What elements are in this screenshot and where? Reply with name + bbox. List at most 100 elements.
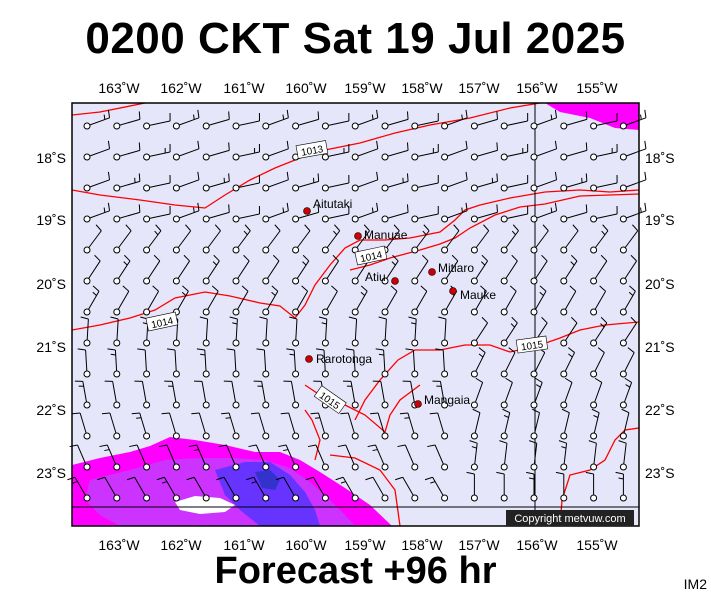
- station-circle: [560, 401, 568, 409]
- wind-barb: [619, 408, 630, 440]
- station-circle: [411, 308, 419, 316]
- station-circle: [292, 494, 300, 502]
- station-circle: [590, 122, 598, 130]
- wind-barb: [143, 144, 171, 161]
- station-circle: [351, 215, 359, 223]
- station-circle: [441, 215, 449, 223]
- wind-barb: [530, 224, 549, 254]
- station-circle: [172, 463, 180, 471]
- wind-barb: [113, 173, 141, 192]
- wind-barb: [381, 204, 409, 223]
- wind-barb: [262, 285, 279, 316]
- wind-barb: [107, 348, 121, 378]
- wind-barb: [83, 285, 100, 316]
- station-circle: [172, 494, 180, 502]
- station-circle: [411, 184, 419, 192]
- place-dot: [354, 232, 362, 240]
- wind-barb: [104, 380, 121, 409]
- place-label: Mauke: [460, 288, 496, 302]
- station-circle: [172, 184, 180, 192]
- isobar-1013: [72, 103, 541, 209]
- station-circle: [500, 401, 508, 409]
- station-circle: [441, 494, 449, 502]
- wind-barb: [441, 254, 459, 285]
- place-dot: [391, 277, 399, 285]
- wind-barb: [427, 444, 449, 471]
- wind-barb: [337, 444, 359, 471]
- station-circle: [143, 153, 151, 161]
- lat-tick-right: 19˚S: [645, 212, 675, 228]
- station-circle: [560, 122, 568, 130]
- place-label: Mitiaro: [438, 261, 474, 275]
- wind-barb: [226, 348, 240, 378]
- station-circle: [292, 246, 300, 254]
- wind-barb: [191, 412, 210, 440]
- wind-barb: [99, 444, 121, 471]
- wind-barb: [500, 224, 519, 254]
- station-circle: [411, 463, 419, 471]
- svg-text:1015: 1015: [520, 339, 544, 353]
- isobar-label: 1013: [295, 140, 329, 159]
- wind-barb: [67, 476, 91, 502]
- station-circle: [470, 277, 478, 285]
- station-circle: [172, 432, 180, 440]
- station-circle: [441, 184, 449, 192]
- wind-barb: [530, 109, 558, 130]
- wind-barb: [129, 444, 151, 471]
- station-circle: [560, 463, 568, 471]
- station-circle: [590, 463, 598, 471]
- station-circle: [321, 122, 329, 130]
- isobar-label: 1014: [354, 245, 388, 266]
- wind-barb: [500, 347, 516, 378]
- rain-area-south-max: [255, 470, 280, 490]
- svg-text:1014: 1014: [359, 250, 383, 265]
- wind-barb: [69, 444, 91, 471]
- wind-barb: [365, 476, 389, 502]
- station-circle: [441, 122, 449, 130]
- lon-tick-bottom: 156˚W: [516, 537, 558, 553]
- wind-barb: [560, 316, 578, 347]
- station-circle: [113, 184, 121, 192]
- station-circle: [292, 401, 300, 409]
- station-circle: [470, 246, 478, 254]
- wind-barb: [619, 140, 647, 161]
- wind-barb: [143, 224, 162, 254]
- station-circle: [113, 246, 121, 254]
- wind-barb: [441, 285, 458, 316]
- place-label: Manuae: [364, 228, 408, 242]
- lat-tick-left: 23˚S: [36, 465, 66, 481]
- wind-barb: [262, 140, 289, 161]
- wind-barb: [262, 224, 281, 254]
- wind-barb: [143, 254, 161, 285]
- station-circle: [411, 153, 419, 161]
- station-circle: [262, 184, 270, 192]
- station-circle: [560, 277, 568, 285]
- wind-barb: [286, 348, 300, 378]
- station-circle: [262, 339, 270, 347]
- wind-barb: [619, 285, 636, 316]
- wind-barb: [172, 109, 200, 130]
- wind-barb: [113, 111, 141, 130]
- wind-barb: [131, 412, 151, 440]
- station-circle: [202, 370, 210, 378]
- station-circle: [113, 370, 121, 378]
- wind-barb: [441, 202, 468, 223]
- wind-barb: [560, 173, 588, 192]
- station-circle: [232, 370, 240, 378]
- station-circle: [411, 277, 419, 285]
- wind-barb: [172, 254, 191, 285]
- wind-barb: [232, 285, 249, 316]
- wind-barb: [395, 476, 419, 502]
- wind-barb: [143, 206, 171, 223]
- wind-barb: [619, 377, 633, 409]
- station-circle: [381, 184, 389, 192]
- station-circle: [292, 215, 300, 223]
- station-circle: [411, 339, 419, 347]
- station-circle: [262, 308, 270, 316]
- station-circle: [321, 339, 329, 347]
- wind-barb: [223, 380, 240, 409]
- station-circle: [351, 122, 359, 130]
- wind-barb: [83, 254, 101, 285]
- wind-barb: [470, 142, 498, 161]
